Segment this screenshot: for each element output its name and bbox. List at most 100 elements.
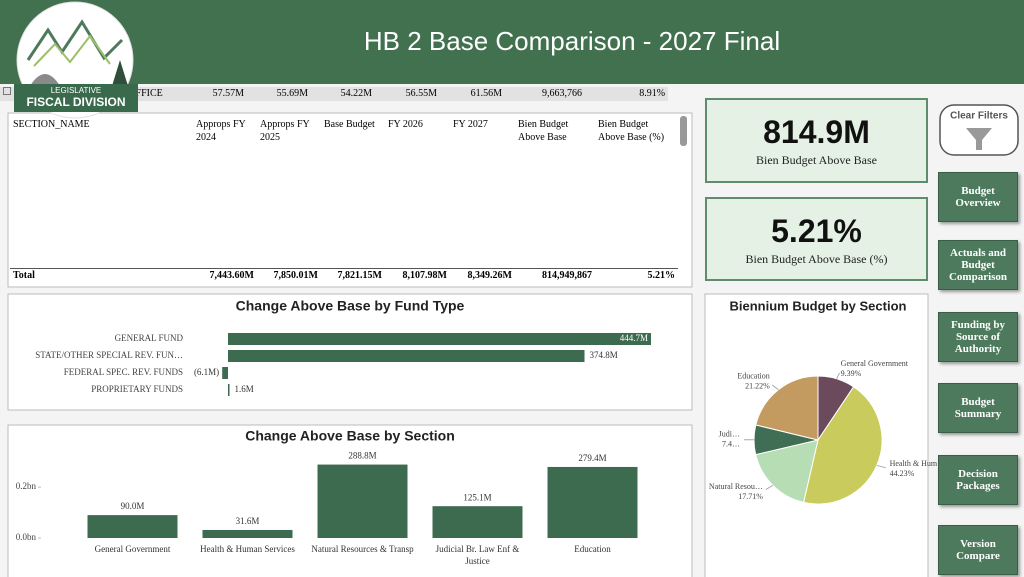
column-header: FY 2027 (453, 119, 488, 130)
slice-category: Natural Resou… (709, 482, 763, 491)
column-header: Approps FY 2025 (260, 119, 310, 143)
value-label: (6.1M) (194, 367, 219, 377)
chart-title: Change Above Base by Section (245, 428, 455, 444)
total-cell: 814,949,867 (542, 270, 592, 281)
column-header: SECTION_NAME (13, 119, 90, 130)
x-tick-label: General Government (94, 544, 171, 554)
cell-text: 8.91% (639, 88, 666, 99)
nav-button[interactable]: Budget Summary (938, 383, 1018, 433)
y-tick-label: 0.2bn (16, 481, 37, 491)
bar (202, 529, 293, 538)
kpi-card: 814.9M Bien Budget Above Base (705, 98, 928, 183)
bar (228, 350, 585, 362)
column-header: Base Budget (324, 119, 375, 130)
cell-text: 54.22M (340, 88, 372, 99)
clear-filters-label[interactable]: Clear Filters (950, 111, 1008, 122)
header-band (0, 0, 1024, 84)
kpi-value: 814.9M (763, 114, 870, 150)
nav-button[interactable]: Funding by Source of Authority (938, 312, 1018, 362)
total-cell: 7,850.01M (273, 270, 318, 281)
slice-value: 44.23% (890, 469, 915, 478)
kpi-value: 5.21% (771, 213, 862, 249)
table-cell: 57.57M (183, 87, 247, 101)
filter-icon (966, 128, 992, 150)
bar (228, 384, 230, 396)
total-cell: 7,443.60M (209, 270, 254, 281)
table-panel (7, 112, 693, 288)
y-tick-label: 0.0bn (16, 532, 37, 542)
slice-category: General Government (841, 359, 909, 368)
category-label: FEDERAL SPEC. REV. FUNDS (64, 367, 183, 377)
value-label: 90.0M (121, 501, 145, 511)
logo-bottom: FISCAL DIVISION (26, 95, 125, 109)
pie-slice (802, 386, 883, 505)
cell-text: 57.57M (212, 88, 244, 99)
table-cell: 8.91% (585, 87, 668, 101)
kpi-card: 5.21% Bien Budget Above Base (%) (705, 197, 928, 281)
nav-button[interactable]: Version Compare (938, 525, 1018, 575)
bar (87, 515, 178, 538)
leader-line (765, 484, 774, 491)
header-row: SECTION_NAME Approps FY 2024 Approps FY 20… (10, 118, 678, 146)
pie-slice (755, 439, 819, 503)
cell-text: 56.55M (405, 88, 437, 99)
nav-button[interactable]: Actuals and Budget Comparison (938, 240, 1018, 290)
value-label: 31.6M (236, 516, 260, 526)
nav-button[interactable]: Budget Overview (938, 172, 1018, 222)
bar (317, 464, 408, 538)
nav-button[interactable]: Decision Packages (938, 455, 1018, 505)
slice-category: Education (737, 372, 769, 381)
cell-text: 61.56M (470, 88, 502, 99)
column-header: Bien Budget Above Base (518, 119, 569, 143)
table-cell: 55.69M (247, 87, 311, 101)
chart-title: Biennium Budget by Section (730, 298, 907, 313)
leader-line (876, 464, 887, 469)
category-label: STATE/OTHER SPECIAL REV. FUN… (35, 350, 183, 360)
leader-line (771, 384, 779, 391)
cell-text: 55.69M (276, 88, 308, 99)
total-cell: 8,107.98M (402, 270, 447, 281)
x-tick-label: Natural Resources & Transp (311, 544, 414, 554)
chart-title: Change Above Base by Fund Type (236, 298, 465, 314)
slice-value: 17.71% (738, 492, 763, 501)
page-title: HB 2 Base Comparison - 2027 Final (364, 26, 780, 56)
scrollbar (680, 116, 687, 146)
total-cell: Total (13, 270, 35, 281)
total-row: Total 7,443.60M 7,850.01M 7,821.15M 8,107.98… (10, 269, 678, 284)
value-label: 125.1M (463, 492, 491, 502)
table-total: Total 7,443.60M 7,850.01M 7,821.15M 8,107.98… (10, 268, 678, 283)
value-label: 374.8M (590, 350, 618, 360)
column-header: Approps FY 2024 (196, 119, 246, 143)
total-cell: 5.21% (647, 270, 676, 281)
value-label: 279.4M (578, 453, 606, 463)
column-header: FY 2026 (388, 119, 423, 130)
logo (14, 1, 138, 119)
slice-value: 7.4… (722, 440, 740, 449)
pie-slice (755, 375, 819, 441)
table-cell: 54.22M (311, 87, 375, 101)
bar (432, 506, 523, 538)
total-cell: 8,349.26M (467, 270, 512, 281)
cell-text: 9,663,766 (542, 88, 582, 99)
x-tick-label: Education (574, 544, 611, 554)
table-header: SECTION_NAME Approps FY 2024 Approps FY 20… (10, 118, 678, 146)
expand-icon (3, 87, 11, 95)
value-label: 1.6M (235, 384, 254, 394)
column-header: Bien Budget Above Base (%) (598, 119, 665, 143)
bar (222, 367, 228, 379)
category-label: GENERAL FUND (115, 333, 184, 343)
table-cell: 56.55M (375, 87, 440, 101)
table-cell: 61.56M (440, 87, 505, 101)
value-label: 444.7M (620, 333, 648, 343)
bar (228, 333, 651, 345)
x-tick-label: Judicial Br. Law Enf & Justice (435, 544, 520, 566)
logo-top: LEGISLATIVE (51, 86, 102, 95)
value-label: 288.8M (348, 451, 376, 461)
slice-category: Judi… (719, 430, 740, 439)
table-cell: 9,663,766 (505, 87, 585, 101)
kpi-label: Bien Budget Above Base (%) (745, 252, 888, 266)
x-tick-label: Health & Human Services (200, 544, 295, 554)
slice-value: 21.22% (745, 382, 770, 391)
